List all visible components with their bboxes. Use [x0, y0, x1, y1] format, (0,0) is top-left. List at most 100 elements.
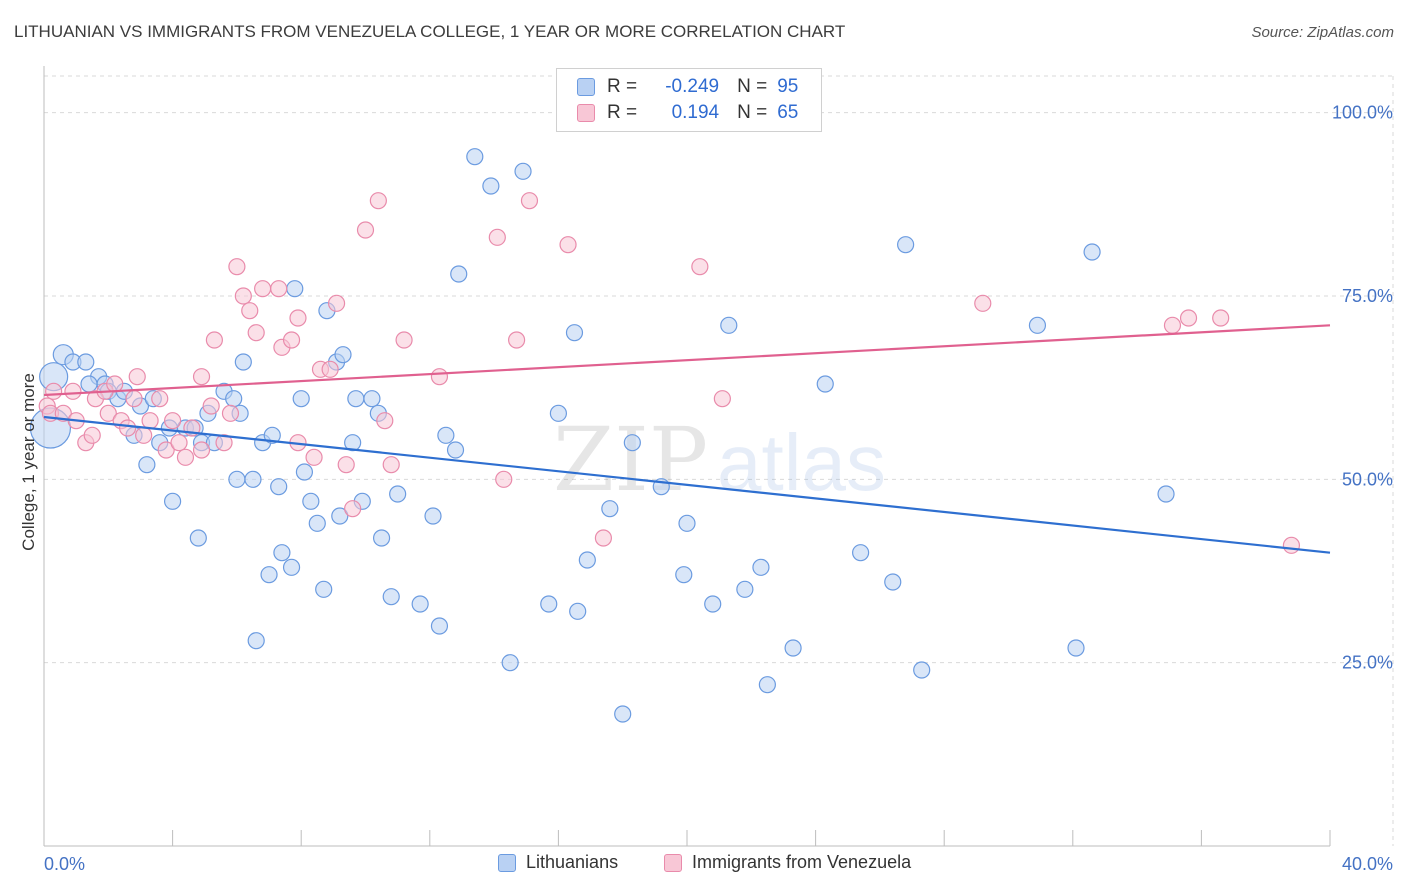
point-venezuela	[54, 404, 72, 422]
watermark-zip: ZIP	[553, 408, 708, 511]
point-lithuanians	[424, 507, 442, 525]
point-venezuela	[1179, 309, 1198, 327]
point-venezuela	[321, 360, 339, 378]
chart-title: LITHUANIAN VS IMMIGRANTS FROM VENEZUELA …	[14, 22, 846, 41]
point-lithuanians	[752, 558, 770, 576]
legend-row-lithuanians: R = -0.249 N = 95	[577, 75, 798, 99]
point-lithuanians	[816, 375, 834, 393]
point-lithuanians	[234, 353, 252, 371]
point-lithuanians	[292, 390, 310, 408]
point-venezuela	[106, 375, 124, 393]
point-venezuela	[234, 287, 252, 305]
point-lithuanians	[164, 492, 182, 510]
point-venezuela	[520, 192, 539, 210]
point-lithuanians	[678, 514, 696, 532]
point-venezuela	[228, 258, 246, 276]
point-lithuanians	[1067, 639, 1085, 657]
legend-swatch-blue	[577, 78, 595, 96]
point-lithuanians	[347, 390, 365, 408]
y-tick-label: 25.0%	[1342, 653, 1393, 673]
point-venezuela	[488, 228, 506, 246]
legend-n-label: N =	[737, 102, 768, 123]
point-venezuela	[164, 412, 182, 430]
point-lithuanians	[382, 588, 400, 606]
point-venezuela	[241, 302, 259, 320]
point-lithuanians	[189, 529, 207, 547]
axis-labels: 25.0% 50.0% 75.0% 100.0% 0.0% 40.0% College, 1…	[19, 103, 1393, 874]
point-lithuanians	[897, 236, 915, 254]
point-lithuanians	[334, 346, 352, 364]
axes	[43, 66, 1331, 847]
point-lithuanians	[273, 544, 291, 562]
point-lithuanians	[614, 705, 632, 723]
point-lithuanians	[437, 426, 455, 444]
point-lithuanians	[623, 434, 641, 452]
point-venezuela	[202, 397, 220, 415]
legend-swatch-pink	[577, 104, 595, 122]
point-lithuanians	[1083, 243, 1101, 261]
point-venezuela	[344, 500, 362, 518]
point-venezuela	[176, 448, 195, 466]
source-credit: Source: ZipAtlas.com	[1251, 24, 1394, 41]
point-lithuanians	[565, 324, 584, 342]
point-venezuela	[282, 331, 301, 349]
y-tick-label: 75.0%	[1342, 286, 1393, 306]
point-venezuela	[83, 426, 101, 444]
point-venezuela	[247, 324, 265, 342]
point-lithuanians	[1028, 316, 1047, 334]
point-venezuela	[382, 456, 400, 474]
point-lithuanians	[411, 595, 429, 613]
point-venezuela	[594, 529, 613, 547]
point-lithuanians	[514, 162, 532, 180]
x-tick-label-max: 40.0%	[1342, 854, 1393, 874]
point-lithuanians	[430, 617, 449, 635]
legend-item-venezuela: Immigrants from Venezuela	[664, 852, 911, 873]
trend-lines	[43, 324, 1331, 554]
point-lithuanians	[263, 426, 281, 444]
point-lithuanians	[228, 470, 246, 488]
legend-label-lithuanians: Lithuanians	[526, 852, 619, 872]
point-venezuela	[974, 294, 992, 312]
point-venezuela	[205, 331, 223, 349]
point-venezuela	[254, 280, 272, 298]
point-venezuela	[192, 368, 211, 386]
point-venezuela	[170, 434, 188, 452]
point-venezuela	[559, 236, 577, 254]
point-venezuela	[221, 404, 240, 422]
point-lithuanians	[286, 280, 304, 298]
point-lithuanians	[344, 434, 362, 452]
point-venezuela	[327, 294, 346, 312]
point-lithuanians	[758, 676, 776, 694]
y-axis-label: College, 1 year or more	[19, 373, 38, 551]
point-lithuanians	[675, 566, 693, 584]
point-lithuanians	[1157, 485, 1175, 503]
legend-swatch-blue	[498, 853, 516, 872]
point-venezuela	[64, 382, 82, 400]
point-venezuela	[369, 192, 387, 210]
point-venezuela	[151, 390, 169, 408]
point-lithuanians	[884, 573, 902, 591]
watermark: ZIP atlas	[553, 408, 886, 511]
point-lithuanians	[295, 463, 314, 481]
point-lithuanians	[282, 558, 301, 576]
point-lithuanians	[225, 390, 243, 408]
legend-n-value: 95	[777, 76, 799, 97]
legend-r-label: R =	[607, 102, 638, 123]
legend-n-value: 65	[777, 102, 799, 123]
point-lithuanians	[389, 485, 407, 503]
point-venezuela	[1282, 536, 1301, 554]
point-lithuanians	[720, 316, 738, 334]
point-venezuela	[157, 441, 175, 459]
point-lithuanians	[315, 580, 333, 598]
point-venezuela	[376, 412, 394, 430]
stats-legend: R = -0.249 N = 95 R = 0.194 N = 65	[556, 68, 822, 132]
point-venezuela	[337, 456, 355, 474]
point-lithuanians	[308, 514, 326, 532]
legend-r-value: 0.194	[671, 102, 720, 123]
watermark-atlas: atlas	[717, 418, 886, 507]
point-lithuanians	[736, 580, 754, 598]
point-venezuela	[495, 470, 513, 488]
point-lithuanians	[482, 177, 500, 195]
point-venezuela	[215, 434, 233, 452]
y-tick-label: 100.0%	[1332, 103, 1393, 123]
